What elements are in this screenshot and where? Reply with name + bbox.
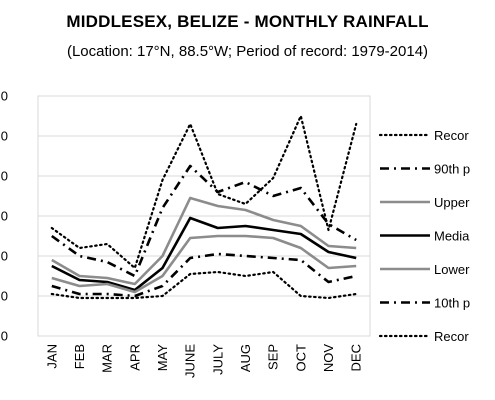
y-tick-label: 0.0 xyxy=(0,249,8,264)
series-line-1 xyxy=(51,164,357,278)
y-tick-label: 0.0 xyxy=(0,169,8,184)
y-tick-label: 0.0 xyxy=(0,129,8,144)
legend: Recor 90th p Upper Media Lower 10th p Recor xyxy=(378,128,470,344)
x-tick-label: JAN xyxy=(44,344,59,369)
x-tick-label: DEC xyxy=(349,344,364,371)
y-tick-label: 0.0 xyxy=(0,289,8,304)
legend-label: Lower xyxy=(434,262,470,277)
x-tick-label: JULY xyxy=(210,344,225,375)
series-line-0 xyxy=(50,114,358,270)
chart-subtitle: (Location: 17°N, 88.5°W; Period of recor… xyxy=(66,43,429,60)
x-tick-label: JUNE xyxy=(183,344,198,378)
x-tick-label: AUG xyxy=(238,344,253,372)
x-tick-label: MAR xyxy=(100,344,115,373)
x-tick-label: APR xyxy=(127,344,142,371)
y-axis: 0.0 0.0 0.0 0.0 0.0 0.0 0.0 xyxy=(0,89,8,344)
legend-label: Recor xyxy=(434,329,469,344)
series-line-2 xyxy=(51,196,357,286)
grid-lines xyxy=(37,95,371,337)
legend-label: 10th p xyxy=(434,296,470,311)
y-tick-label: 0.0 xyxy=(0,89,8,104)
plot-area-border xyxy=(37,95,371,337)
legend-label: Recor xyxy=(434,128,469,143)
y-tick-label: 0.0 xyxy=(0,209,8,224)
series-line-4 xyxy=(51,234,357,294)
legend-label: Upper xyxy=(434,195,470,210)
legend-label: 90th p xyxy=(434,162,470,177)
y-tick-label: 0.0 xyxy=(0,329,8,344)
x-tick-label: OCT xyxy=(293,344,308,372)
x-tick-label: SEP xyxy=(266,344,281,370)
x-tick-label: FEB xyxy=(72,344,87,369)
x-tick-label: NOV xyxy=(321,344,336,373)
series-line-3 xyxy=(51,216,357,292)
chart-title: MIDDLESEX, BELIZE - MONTHLY RAINFALL xyxy=(66,12,429,31)
series-line-5 xyxy=(51,252,357,298)
x-tick-label: MAY xyxy=(155,344,170,372)
legend-label: Media xyxy=(434,229,470,244)
series-lines xyxy=(50,114,358,300)
series-line-6 xyxy=(50,270,358,300)
x-axis: JAN FEB MAR APR MAY JUNE JULY AUG SEP OCT NOV DEC xyxy=(44,344,363,378)
